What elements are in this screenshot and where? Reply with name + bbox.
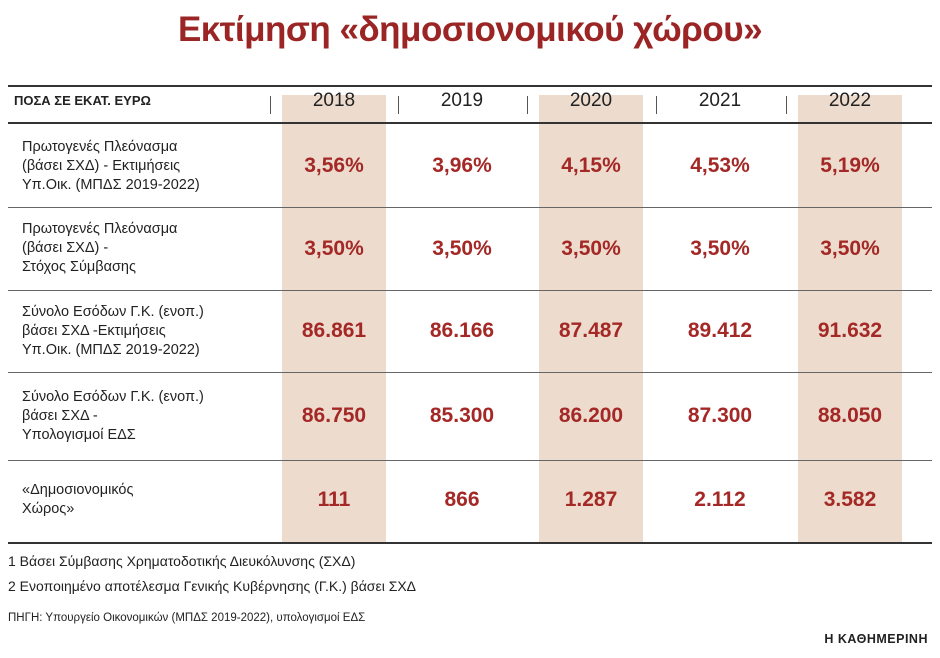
value-cell: 86.166 <box>429 319 495 342</box>
source-line: ΠΗΓΗ: Υπουργείο Οικονομικών (ΜΠΔΣ 2019-2… <box>8 612 366 624</box>
value-cell: 85.300 <box>429 404 495 427</box>
value-cell: 866 <box>444 488 480 511</box>
bottom-rule <box>8 542 932 544</box>
value-cell: 3,50% <box>561 236 621 260</box>
row-label: Πρωτογενές Πλεόνασμα (βάσει ΣΧΔ) - Στόχος … <box>22 220 177 277</box>
header-separator <box>786 96 787 114</box>
value-cell: 89.412 <box>687 319 753 342</box>
header-label: ΠΟΣΑ ΣΕ ΕΚΑΤ. ΕΥΡΩ <box>14 93 151 108</box>
row-label-line: Υπ.Οικ. (ΜΠΔΣ 2019-2022) <box>22 176 200 193</box>
row-label-line: βάσει ΣΧΔ -Εκτιμήσεις <box>22 322 166 339</box>
year-header: 2022 <box>828 90 872 111</box>
column-shade <box>539 95 643 542</box>
row-label-line: Υπ.Οικ. (ΜΠΔΣ 2019-2022) <box>22 341 200 358</box>
row-rule <box>8 207 932 208</box>
value-cell: 87.300 <box>687 404 753 427</box>
row-label-line: (βάσει ΣΧΔ) - <box>22 240 109 256</box>
column-shade <box>282 95 386 542</box>
row-rule <box>8 290 932 291</box>
year-header: 2019 <box>440 90 484 111</box>
value-cell: 1.287 <box>564 488 618 511</box>
value-cell: 91.632 <box>817 319 883 342</box>
row-rule <box>8 460 932 461</box>
value-cell: 3.582 <box>823 488 877 511</box>
row-label: Πρωτογενές Πλεόνασμα (βάσει ΣΧΔ) - Εκτιμή… <box>22 138 200 195</box>
value-cell: 3,56% <box>304 154 364 177</box>
value-cell: 4,15% <box>561 154 621 177</box>
value-cell: 2.112 <box>694 488 746 511</box>
footnote-2: 2 Ενοποιημένο αποτέλεσμα Γενικής Κυβέρνη… <box>8 578 417 594</box>
top-rule <box>8 85 932 87</box>
value-cell: 3,50% <box>690 236 750 260</box>
value-cell: 3,50% <box>820 236 880 260</box>
value-cell: 86.200 <box>558 404 624 427</box>
year-header: 2018 <box>312 90 356 111</box>
row-label-line: Πρωτογενές Πλεόνασμα <box>22 138 178 155</box>
row-label: Σύνολο Εσόδων Γ.Κ. (ενοπ.) βάσει ΣΧΔ -Εκτ… <box>22 303 204 360</box>
page-title: Εκτίμηση «δημοσιονομικού χώρου» <box>177 10 763 49</box>
row-label-line: «Δημοσιονομικός <box>22 482 134 498</box>
value-cell: 111 <box>317 488 351 511</box>
header-separator <box>527 96 528 114</box>
value-cell: 86.750 <box>301 404 367 427</box>
row-label: «Δημοσιονομικός Χώρος» <box>22 481 133 519</box>
row-label-line: Πρωτογενές Πλεόνασμα <box>22 221 178 237</box>
value-cell: 3,50% <box>432 236 492 260</box>
row-label-line: βάσει ΣΧΔ - <box>22 407 98 424</box>
row-label-line: Χώρος» <box>22 501 75 517</box>
year-header: 2020 <box>569 90 613 111</box>
column-shade <box>798 95 902 542</box>
row-label-line: Σύνολο Εσόδων Γ.Κ. (ενοπ.) <box>22 388 204 405</box>
value-cell: 3,50% <box>304 236 364 260</box>
value-cell: 88.050 <box>817 404 883 427</box>
year-header: 2021 <box>698 90 742 111</box>
value-cell: 4,53% <box>690 154 750 177</box>
header-separator <box>656 96 657 114</box>
row-label-line: Υπολογισμοί ΕΔΣ <box>22 426 136 443</box>
footnote-1: 1 Βάσει Σύμβασης Χρηματοδοτικής Διευκόλυ… <box>8 553 356 569</box>
row-label-line: Σύνολο Εσόδων Γ.Κ. (ενοπ.) <box>22 303 204 320</box>
brand-logo: Η ΚΑΘΗΜΕΡΙΝΗ <box>824 632 928 646</box>
value-cell: 5,19% <box>820 154 880 177</box>
row-rule <box>8 372 932 373</box>
row-label: Σύνολο Εσόδων Γ.Κ. (ενοπ.) βάσει ΣΧΔ - Υπο… <box>22 388 204 445</box>
header-rule <box>8 122 932 124</box>
header-separator <box>398 96 399 114</box>
header-separator <box>270 96 271 114</box>
value-cell: 87.487 <box>558 319 624 342</box>
value-cell: 3,96% <box>432 154 492 177</box>
value-cell: 86.861 <box>301 319 367 342</box>
row-label-line: (βάσει ΣΧΔ) - Εκτιμήσεις <box>22 157 181 174</box>
row-label-line: Στόχος Σύμβασης <box>22 259 136 275</box>
